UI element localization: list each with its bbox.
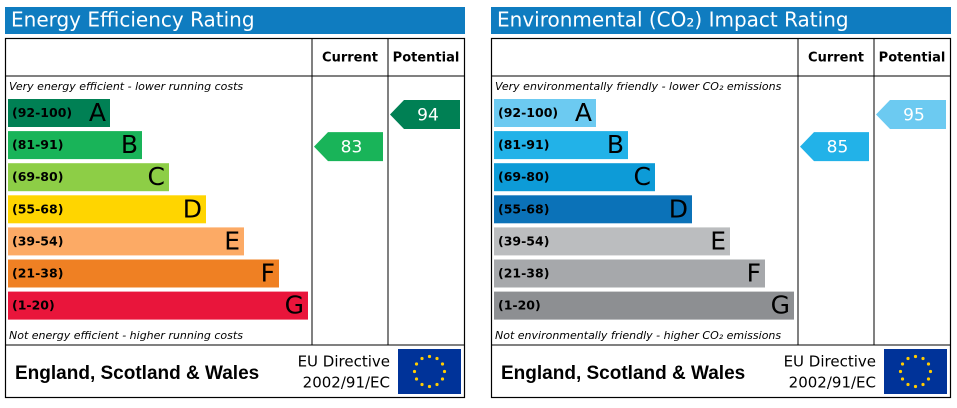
panel-frame xyxy=(4,37,466,399)
rating-band xyxy=(8,291,308,320)
band-letter: F xyxy=(261,259,275,288)
rating-value: 83 xyxy=(341,138,363,158)
rating-arrow xyxy=(800,132,869,162)
band-letter: D xyxy=(669,194,688,223)
eu-star xyxy=(921,356,925,361)
eu-star xyxy=(440,377,445,381)
band-letter: A xyxy=(89,98,106,127)
rating-arrow xyxy=(314,132,383,162)
band-letter: G xyxy=(771,291,790,320)
directive: EU Directive xyxy=(298,353,390,371)
eu-star xyxy=(435,356,439,361)
eu-star xyxy=(442,369,447,374)
title-bar xyxy=(5,7,465,34)
eu-star xyxy=(913,384,918,389)
rating-band xyxy=(494,131,628,160)
rating-band xyxy=(8,227,244,256)
rating-band xyxy=(494,259,765,288)
band-range: (1-20) xyxy=(498,298,541,313)
eu-star xyxy=(906,382,910,387)
eu-star xyxy=(898,369,903,374)
panel-title: Energy Efficiency Rating xyxy=(11,8,255,32)
eu-star xyxy=(921,382,925,387)
rating-band xyxy=(494,227,730,256)
eu-star xyxy=(414,377,419,381)
eu-star xyxy=(420,356,424,361)
rating-value: 95 xyxy=(903,106,925,126)
rating-band xyxy=(494,99,596,127)
title-bar xyxy=(491,7,951,34)
band-range: (1-20) xyxy=(12,298,55,313)
bottom-note: Not environmentally friendly - higher CO… xyxy=(495,329,781,342)
band-letter: E xyxy=(224,226,240,255)
rating-band xyxy=(8,99,110,127)
eu-star xyxy=(900,362,905,366)
bottom-note: Not energy efficient - higher running co… xyxy=(9,329,243,342)
eu-star xyxy=(412,369,417,374)
rating-band xyxy=(8,163,169,192)
eu-star xyxy=(435,382,439,387)
eu-star xyxy=(928,369,933,374)
rating-band xyxy=(8,131,142,160)
eu-star xyxy=(427,354,432,359)
column-header: Current xyxy=(322,51,378,66)
band-range: (81-91) xyxy=(12,137,63,152)
band-range: (55-68) xyxy=(498,201,549,216)
band-range: (39-54) xyxy=(12,233,63,248)
top-note: Very environmentally friendly - lower CO… xyxy=(495,80,782,93)
band-letter: F xyxy=(747,259,761,288)
band-letter: G xyxy=(285,291,304,320)
band-range: (69-80) xyxy=(12,169,63,184)
band-range: (69-80) xyxy=(498,169,549,184)
panel-frame xyxy=(490,37,952,399)
panel-title: Environmental (CO₂) Impact Rating xyxy=(497,8,849,32)
band-range: (92-100) xyxy=(498,105,558,120)
eu-star xyxy=(440,362,445,366)
band-letter: E xyxy=(710,226,726,255)
eu-star xyxy=(913,354,918,359)
band-range: (39-54) xyxy=(498,233,549,248)
band-letter: B xyxy=(607,130,624,159)
eu-star xyxy=(420,382,424,387)
directive-code: 2002/91/EC xyxy=(789,374,876,392)
band-range: (92-100) xyxy=(12,105,72,120)
column-header: Potential xyxy=(879,51,946,66)
top-note: Very energy efficient - lower running co… xyxy=(9,80,243,93)
directive: EU Directive xyxy=(784,353,876,371)
eu-star xyxy=(900,377,905,381)
rating-band xyxy=(494,291,794,320)
rating-arrow xyxy=(390,100,460,129)
band-letter: C xyxy=(148,162,165,191)
eu-star xyxy=(414,362,419,366)
eu-star xyxy=(926,377,931,381)
band-range: (81-91) xyxy=(498,137,549,152)
region: England, Scotland & Wales xyxy=(501,363,745,384)
band-range: (21-38) xyxy=(12,266,63,281)
band-letter: B xyxy=(121,130,138,159)
eu-star xyxy=(906,356,910,361)
column-header: Potential xyxy=(393,51,460,66)
band-letter: C xyxy=(634,162,651,191)
band-range: (21-38) xyxy=(498,266,549,281)
band-range: (55-68) xyxy=(12,201,63,216)
directive-code: 2002/91/EC xyxy=(303,374,390,392)
rating-value: 94 xyxy=(417,106,439,126)
region: England, Scotland & Wales xyxy=(15,363,259,384)
band-letter: D xyxy=(183,194,202,223)
eu-star xyxy=(427,384,432,389)
rating-arrow xyxy=(876,100,946,129)
rating-band xyxy=(494,195,692,224)
rating-value: 85 xyxy=(827,138,849,158)
rating-panel: Energy Efficiency Rating Current Potential… xyxy=(4,7,466,399)
column-header: Current xyxy=(808,51,864,66)
rating-band xyxy=(494,163,655,192)
rating-panel: Environmental (CO₂) Impact Rating Current… xyxy=(490,7,952,399)
rating-band xyxy=(8,195,206,224)
rating-band xyxy=(8,259,279,288)
eu-star xyxy=(926,362,931,366)
band-letter: A xyxy=(575,98,592,127)
